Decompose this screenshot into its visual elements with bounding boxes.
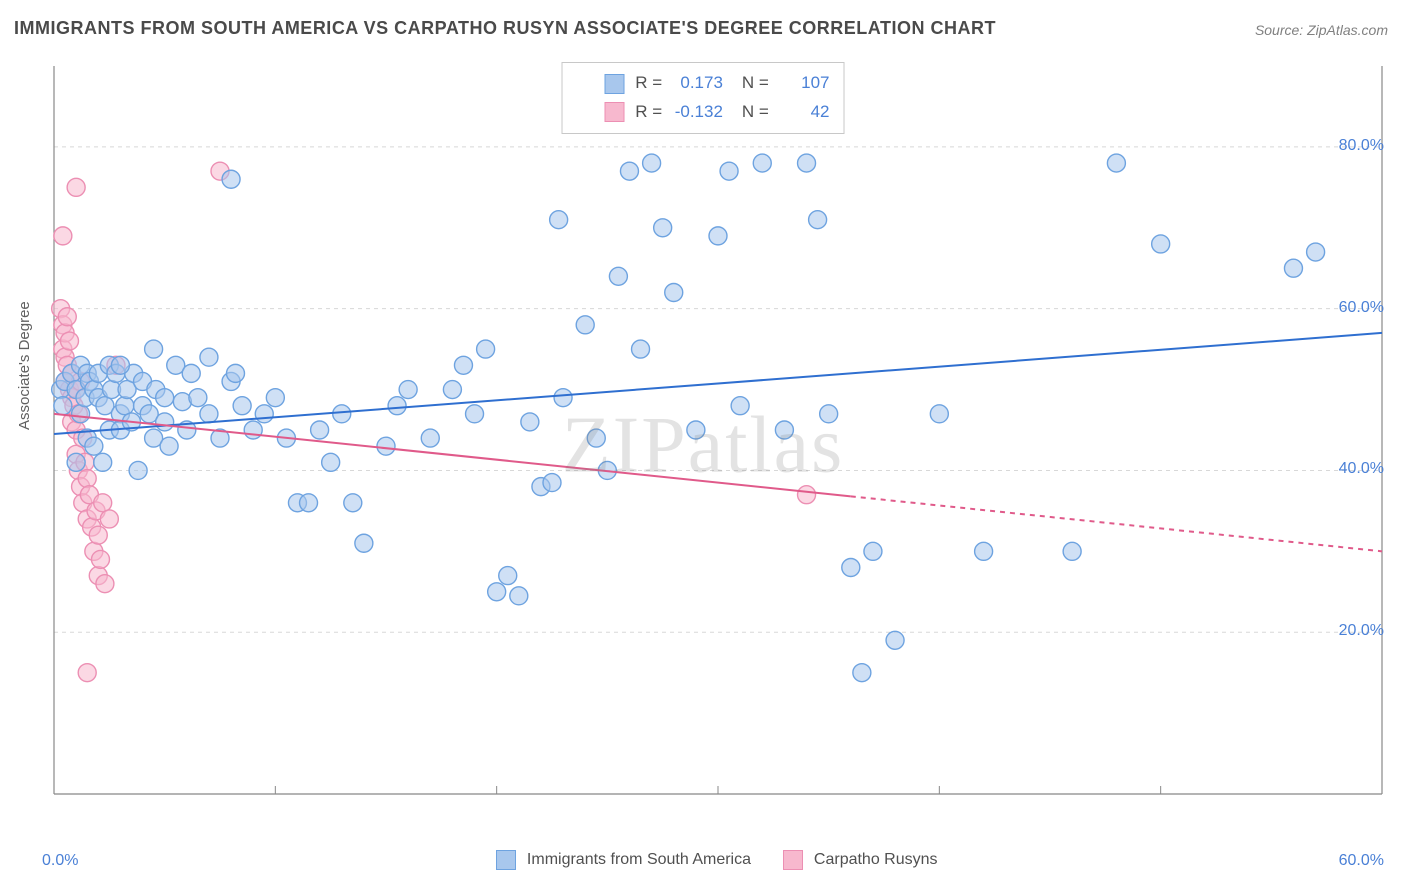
- y-tick-label: 60.0%: [1339, 299, 1384, 317]
- legend-label-2: Carpatho Rusyns: [814, 851, 938, 868]
- source-label: Source: ZipAtlas.com: [1255, 22, 1388, 38]
- n-label: N =: [742, 102, 769, 121]
- series-legend: Immigrants from South America Carpatho R…: [0, 850, 1406, 870]
- n-label: N =: [742, 73, 769, 92]
- legend-swatch-series1: [496, 850, 516, 870]
- r-label: R =: [635, 102, 662, 121]
- y-tick-label: 20.0%: [1339, 622, 1384, 640]
- chart-title: IMMIGRANTS FROM SOUTH AMERICA VS CARPATH…: [14, 18, 996, 39]
- legend-swatch-1: [605, 74, 625, 94]
- r-value: 0.173: [667, 69, 723, 98]
- scatter-chart: [48, 60, 1388, 800]
- y-tick-label: 40.0%: [1339, 460, 1384, 478]
- legend-swatch-2: [605, 102, 625, 122]
- y-axis-label: Associate's Degree: [16, 301, 33, 430]
- y-tick-label: 80.0%: [1339, 137, 1384, 155]
- r-label: R =: [635, 73, 662, 92]
- correlation-legend: R = 0.173 N = 107 R = -0.132 N = 42: [562, 62, 845, 134]
- r-value: -0.132: [667, 98, 723, 127]
- n-value: 107: [773, 69, 829, 98]
- n-value: 42: [773, 98, 829, 127]
- legend-label-1: Immigrants from South America: [527, 851, 751, 868]
- legend-swatch-series2: [783, 850, 803, 870]
